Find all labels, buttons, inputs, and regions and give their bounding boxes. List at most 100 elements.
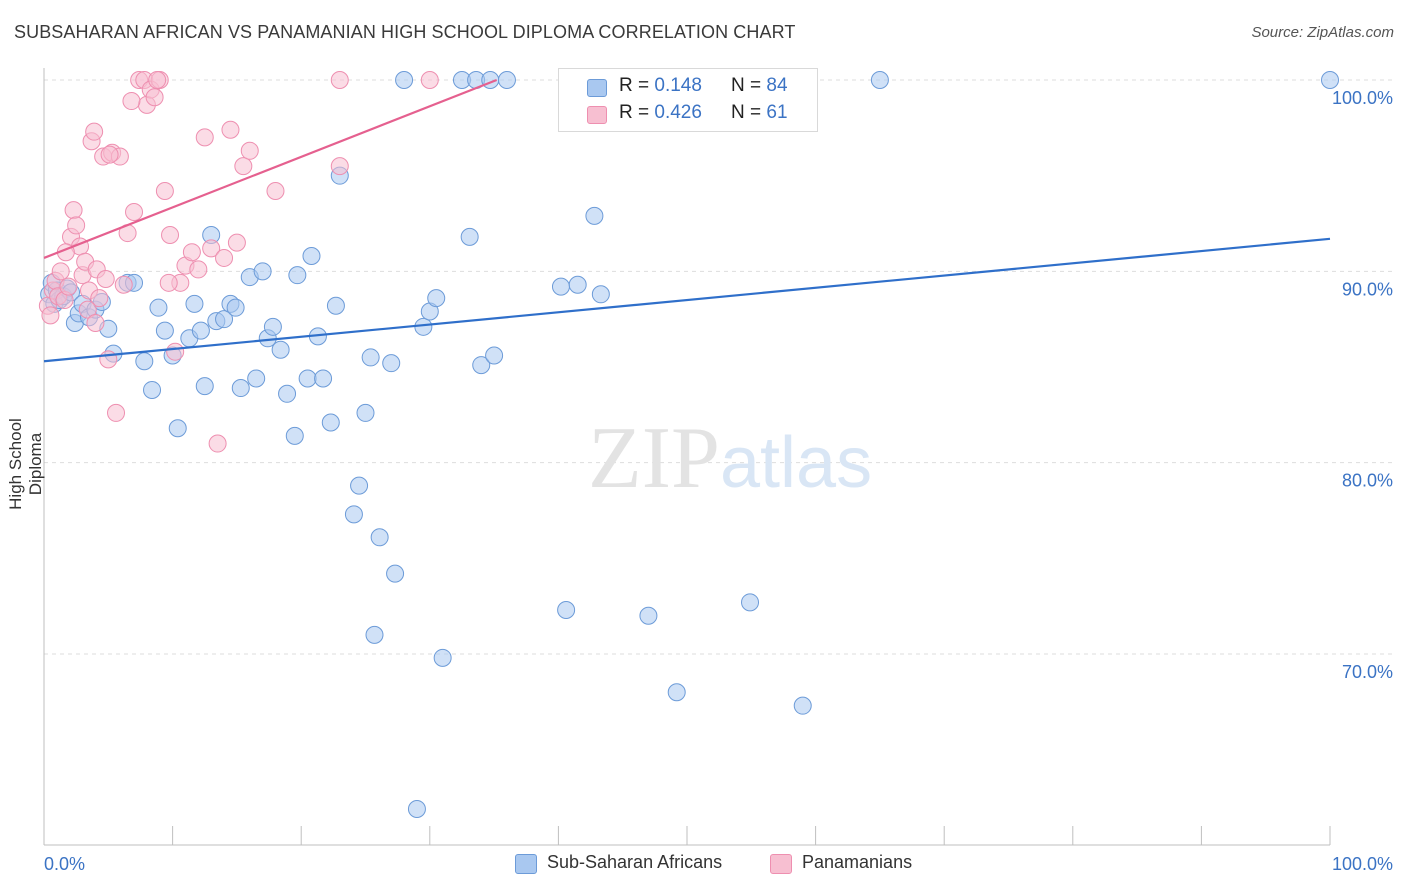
data-point (326, 296, 345, 315)
n-label: N = (731, 75, 767, 96)
data-point (370, 528, 389, 547)
data-point (407, 799, 426, 818)
data-point (793, 696, 812, 715)
data-point (78, 300, 97, 319)
x-axis-ticks (43, 826, 1331, 845)
data-point (161, 225, 180, 244)
data-point (51, 262, 70, 281)
data-point (414, 317, 433, 336)
data-point (195, 128, 214, 147)
data-point (386, 564, 405, 583)
n-value: 84 (766, 75, 788, 96)
data-point (99, 350, 118, 369)
x-tick-label-min: 0.0% (44, 854, 85, 874)
r-value: 0.148 (654, 75, 702, 96)
data-point (221, 120, 240, 139)
data-point (215, 310, 234, 329)
data-point (247, 369, 266, 388)
data-point (330, 157, 349, 176)
data-point (639, 606, 658, 625)
data-point (278, 384, 297, 403)
y-axis-label: High School Diploma (6, 418, 45, 510)
data-point (427, 289, 446, 308)
data-point (870, 71, 889, 89)
data-point (166, 342, 185, 361)
watermark-zip: ZIP (588, 410, 720, 507)
data-point (155, 181, 174, 200)
data-point (263, 317, 282, 336)
data-point (114, 275, 133, 294)
data-point (149, 298, 168, 317)
data-point (285, 426, 304, 445)
data-point (330, 71, 349, 89)
data-point (215, 248, 234, 267)
data-point (741, 593, 760, 612)
data-point (182, 243, 201, 262)
data-point (122, 92, 141, 111)
data-point (148, 71, 167, 89)
data-point (155, 321, 174, 340)
data-point (1321, 71, 1339, 89)
data-point (240, 141, 259, 160)
series-sub-saharan-africans (40, 71, 1339, 818)
y-tick-label: 90.0% (1342, 279, 1393, 299)
data-point (168, 419, 187, 438)
data-point (365, 625, 384, 644)
data-point (350, 476, 369, 495)
trend-line (43, 237, 1331, 363)
data-point (497, 71, 516, 89)
data-point (298, 369, 317, 388)
data-point (395, 71, 414, 89)
r-value: 0.426 (654, 102, 702, 123)
data-point (288, 266, 307, 285)
data-point (460, 227, 479, 246)
data-point (591, 285, 610, 304)
y-tick-label: 70.0% (1342, 662, 1393, 682)
y-tick-labels: 70.0% 80.0% 90.0% 100.0% (1332, 88, 1393, 682)
stats-row-pink: R = 0.426 N = 61 (559, 102, 817, 128)
data-point (234, 157, 253, 176)
data-point (125, 203, 144, 222)
data-point (67, 216, 86, 235)
data-point (585, 206, 604, 225)
data-point (253, 262, 272, 281)
data-point (159, 273, 178, 292)
data-point (314, 369, 333, 388)
data-point (191, 321, 210, 340)
blue-swatch (587, 79, 607, 97)
data-point (195, 377, 214, 396)
trend-lines (43, 78, 1331, 363)
chart-title: SUBSAHARAN AFRICAN VS PANAMANIAN HIGH SC… (14, 22, 796, 42)
series-panamanians (38, 71, 581, 453)
data-point (100, 145, 119, 164)
data-point (271, 340, 290, 359)
data-point (185, 294, 204, 313)
source-note: Source: ZipAtlas.com (1251, 24, 1394, 41)
data-point (227, 233, 246, 252)
data-point (472, 356, 491, 375)
x-tick-label-max: 100.0% (1332, 854, 1393, 874)
legend-swatch-pink (770, 854, 792, 874)
data-point (667, 683, 686, 702)
data-point (361, 348, 380, 367)
legend-swatch-blue (515, 854, 537, 874)
data-point (344, 505, 363, 524)
data-point (420, 71, 439, 89)
data-point (135, 352, 154, 371)
data-point (382, 354, 401, 373)
data-point (189, 260, 208, 279)
r-label: R = (619, 102, 655, 123)
stats-legend: R = 0.148 N = 84 R = 0.426 N = 61 (558, 68, 818, 132)
data-point (41, 306, 60, 325)
data-point (85, 122, 104, 141)
stats-row-blue: R = 0.148 N = 84 (559, 75, 817, 101)
data-point (96, 269, 115, 288)
pink-swatch (587, 106, 607, 124)
data-point (568, 275, 587, 294)
legend-label: Sub-Saharan Africans (547, 852, 723, 872)
data-point (107, 403, 126, 422)
data-point (208, 434, 227, 453)
data-point (59, 277, 78, 296)
data-point (231, 379, 250, 398)
